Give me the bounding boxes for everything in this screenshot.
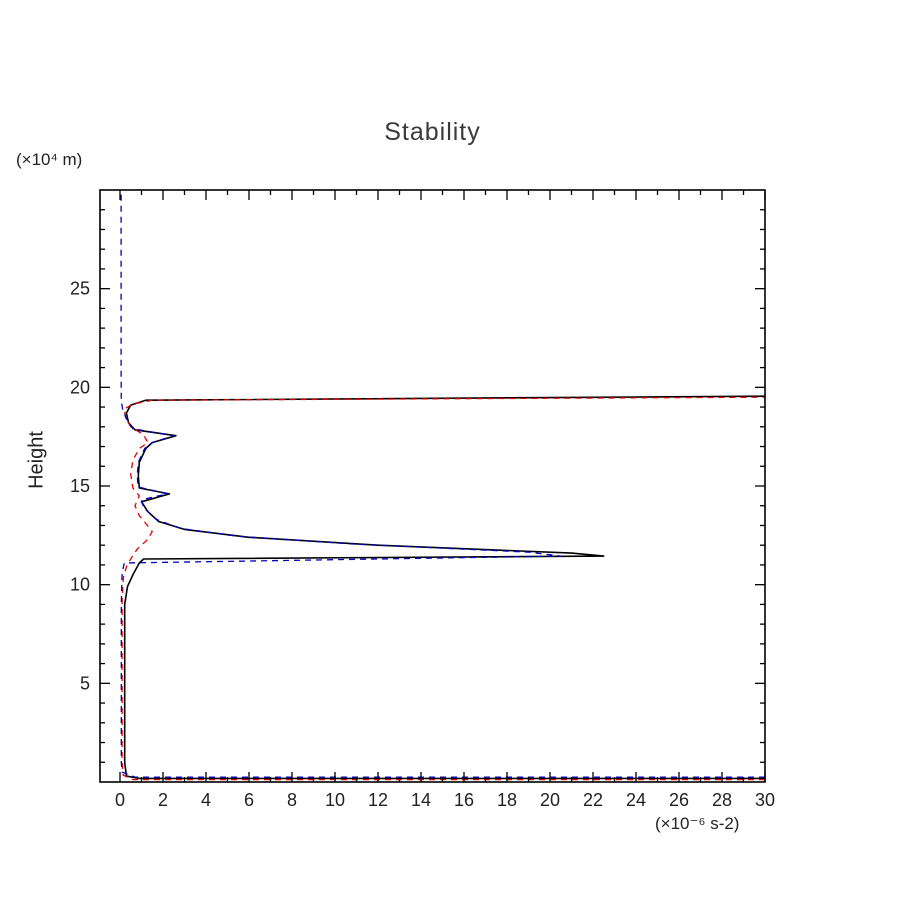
x-tick-label: 2: [158, 790, 168, 810]
x-axis-unit-label: (×10⁻⁶ s-2): [655, 814, 740, 833]
y-tick-label: 20: [70, 377, 90, 397]
x-tick-label: 6: [244, 790, 254, 810]
series-blue-dashed: [120, 190, 765, 778]
x-tick-label: 26: [669, 790, 689, 810]
x-tick-label: 20: [540, 790, 560, 810]
x-tick-label: 22: [583, 790, 603, 810]
x-tick-label: 4: [201, 790, 211, 810]
y-tick-label: 5: [80, 673, 90, 693]
y-axis-title: Height: [25, 431, 48, 489]
x-tick-label: 0: [115, 790, 125, 810]
x-tick-label: 30: [755, 790, 775, 810]
x-tick-label: 16: [454, 790, 474, 810]
x-tick-label: 24: [626, 790, 646, 810]
y-tick-label: 15: [70, 476, 90, 496]
x-tick-label: 10: [325, 790, 345, 810]
y-tick-label: 25: [70, 279, 90, 299]
y-tick-label: 10: [70, 575, 90, 595]
x-tick-label: 8: [287, 790, 297, 810]
plot-frame: [99, 189, 766, 783]
x-tick-label: 14: [411, 790, 431, 810]
series-red-dashed: [121, 396, 765, 781]
x-tick-label: 12: [368, 790, 388, 810]
y-axis-unit-label: (×10⁴ m): [16, 150, 83, 169]
x-tick-label: 18: [497, 790, 517, 810]
x-tick-label: 28: [712, 790, 732, 810]
chart-title: Stability: [384, 118, 481, 146]
series-black-solid: [123, 395, 765, 780]
